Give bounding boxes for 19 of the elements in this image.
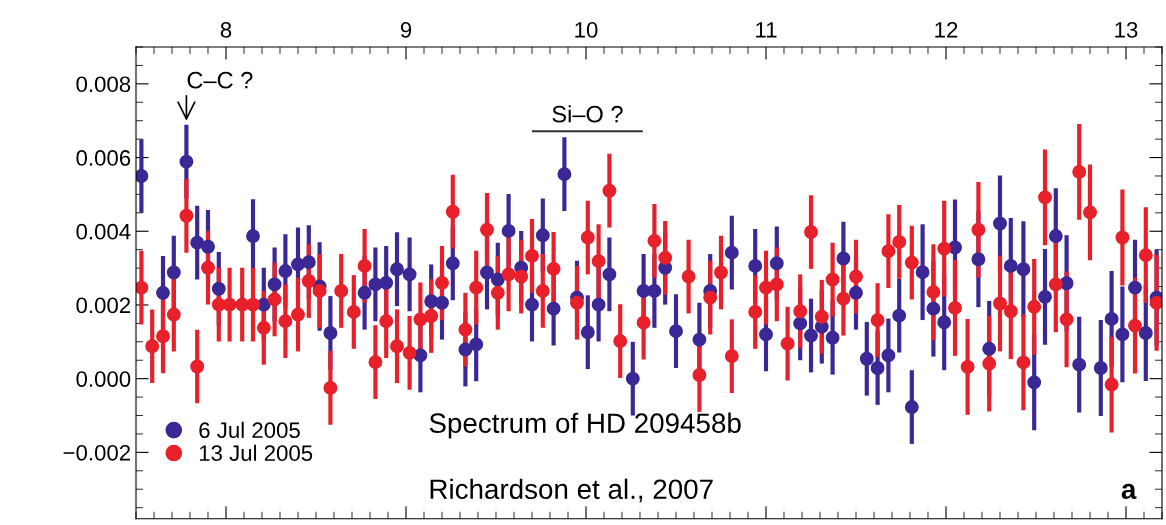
y-tick-label: −0.002 — [63, 444, 131, 461]
annotation: Richardson et al., 2007 — [430, 478, 713, 503]
legend-label: 6 Jul 2005 — [199, 421, 300, 439]
annotation: Spectrum of HD 209458b — [429, 412, 741, 439]
x-tick-label: 11 — [756, 22, 777, 38]
y-tick-label: 0.008 — [76, 76, 131, 93]
annotation: Si–O ? — [552, 105, 623, 123]
annotation: C–C ? — [187, 71, 253, 89]
x-tick-label: 13 — [1115, 22, 1138, 38]
annotation: a — [1121, 483, 1137, 500]
y-tick-label: 0.002 — [76, 297, 131, 314]
x-tick-label: 12 — [935, 22, 958, 38]
x-tick-label: 10 — [575, 22, 598, 38]
y-tick-label: 0.006 — [76, 150, 131, 166]
y-tick-label: 0.004 — [76, 223, 131, 240]
legend-label: 13 Jul 2005 — [199, 444, 313, 462]
x-tick-label: 9 — [400, 22, 412, 38]
y-tick-label: 0.000 — [76, 371, 131, 387]
x-tick-label: 8 — [220, 22, 232, 38]
